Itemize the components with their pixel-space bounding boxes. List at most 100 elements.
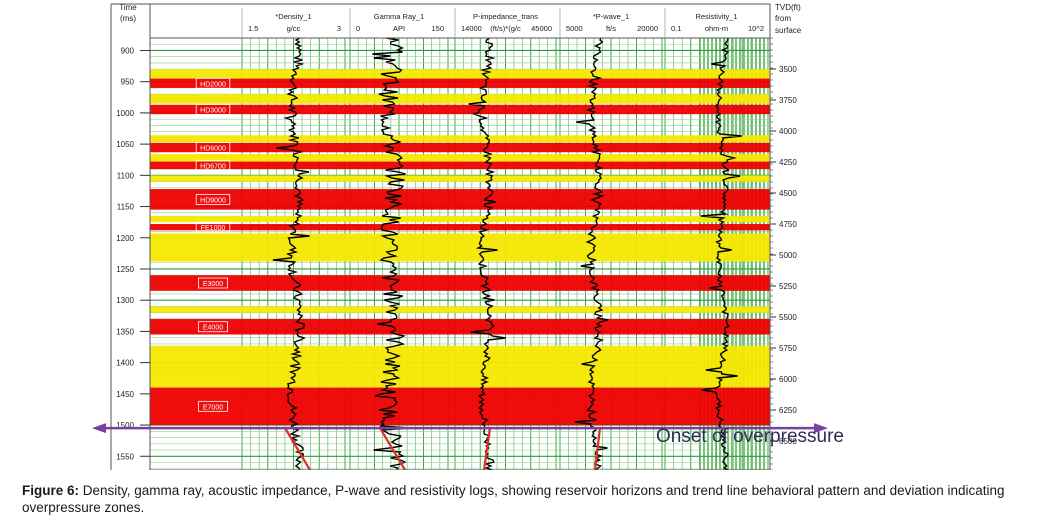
time-tick-label: 1000 <box>116 109 134 118</box>
horizon-label: E4000 <box>203 325 223 332</box>
horizon-label: E3000 <box>203 281 223 288</box>
track-unit: (ft/s)*(g/c <box>490 24 521 33</box>
horizon-band <box>150 104 770 115</box>
depth-tick-label: 5500 <box>779 313 797 322</box>
track-name: Gamma Ray_1 <box>374 12 424 21</box>
track-name: *P-wave_1 <box>593 12 629 21</box>
trend-lines <box>284 427 602 470</box>
horizon-label: HD6000 <box>200 146 226 153</box>
horizon-band <box>150 275 770 291</box>
depth-tick-label: 3500 <box>779 65 797 74</box>
time-tick-label: 1150 <box>117 203 135 212</box>
time-tick-label: 1050 <box>116 140 134 149</box>
track-unit: API <box>393 24 405 33</box>
figure-caption: Figure 6: Density, gamma ray, acoustic i… <box>22 482 1032 516</box>
track-scale-min: 5000 <box>566 24 583 33</box>
depth-tick-label: 4250 <box>779 158 797 167</box>
horizon-label-box <box>195 142 231 153</box>
horizon-bands: HD2000 HD3000 HD6000 HD6700 HD9000 FE1000 E300… <box>150 69 770 426</box>
horizon-label: E7000 <box>203 404 223 411</box>
time-axis-label: Time <box>119 3 137 12</box>
track-scale-min: 0.1 <box>671 24 681 33</box>
time-tick-label: 1400 <box>116 359 134 368</box>
track-unit: ohm-m <box>705 24 728 33</box>
track-scale-max: 3 <box>337 24 341 33</box>
trend-line <box>284 427 311 470</box>
depth-tick-label: 6500 <box>779 437 797 446</box>
overpressure-onset: Onset of overpressure <box>92 423 844 447</box>
horizon-band <box>150 345 770 388</box>
horizon-label: HD2000 <box>200 81 226 88</box>
horizon-label-box <box>195 104 231 115</box>
depth-tick-label: 5000 <box>779 251 797 260</box>
trend-line <box>379 427 406 470</box>
depth-tick-label: 4750 <box>779 220 797 229</box>
horizon-label-box <box>198 277 228 289</box>
track-unit: g/cc <box>287 24 301 33</box>
trend-line <box>593 427 602 470</box>
horizon-label: HD6700 <box>200 163 226 170</box>
caption-label: Figure 6: <box>22 483 80 498</box>
horizon-band <box>150 318 770 335</box>
track-scale-max: 20000 <box>637 24 658 33</box>
horizon-label: FE1000 <box>201 225 226 232</box>
horizon-label: HD3000 <box>200 107 226 114</box>
track-unit: ft/s <box>606 24 616 33</box>
horizon-label-box <box>195 77 231 89</box>
horizon-band <box>150 154 770 162</box>
track-scale-min: 14000 <box>461 24 482 33</box>
horizon-band <box>150 142 770 153</box>
depth-axis: TVD(ft) from surface 3500 3750 4000 4250 450… <box>770 3 802 470</box>
header-box <box>149 3 771 39</box>
horizon-band <box>150 387 770 426</box>
depth-axis-label: TVD(ft) <box>775 3 801 12</box>
time-tick-label: 1300 <box>116 296 134 305</box>
trend-line <box>482 427 492 470</box>
horizon-label-box <box>195 193 231 205</box>
time-tick-label: 1100 <box>117 171 135 180</box>
horizon-band <box>150 233 770 262</box>
time-axis: Time (ms) 900 950 1000 1050 1100 1150 1200 1250… <box>116 3 150 461</box>
horizon-band <box>150 189 770 210</box>
time-axis-unit: (ms) <box>120 14 136 23</box>
depth-axis-label-line2: from <box>775 14 791 23</box>
horizon-band <box>150 69 770 79</box>
time-tick-label: 1250 <box>116 265 134 274</box>
horizon-label-box <box>198 400 228 412</box>
log-curves <box>272 37 742 470</box>
time-tick-label: 1500 <box>116 421 134 430</box>
track-scale-max: 10^2 <box>748 24 764 33</box>
onset-arrowhead-left <box>92 423 106 434</box>
horizon-band <box>150 306 770 313</box>
depth-tick-label: 4000 <box>779 127 797 136</box>
log-curve <box>700 38 742 470</box>
track-headers: *Density_1 g/cc 1.5 3 Gamma Ray_1 API 0 150 P-im… <box>241 8 764 38</box>
depth-tick-label: 5750 <box>779 344 797 353</box>
horizon-label-box <box>198 321 228 333</box>
time-tick-label: 1200 <box>116 234 134 243</box>
track-scale-max: 45000 <box>531 24 552 33</box>
track-scale-max: 150 <box>431 24 444 33</box>
time-tick-label: 1550 <box>116 452 134 461</box>
track-name: *Density_1 <box>275 12 311 21</box>
horizon-band <box>150 215 770 223</box>
horizon-band <box>150 78 770 88</box>
horizon-band <box>150 161 770 170</box>
caption-text: Density, gamma ray, acoustic impedance, … <box>22 483 1005 515</box>
depth-tick-label: 5250 <box>779 282 797 291</box>
depth-tick-label: 4500 <box>779 189 797 198</box>
time-tick-label: 900 <box>121 46 135 55</box>
log-curve <box>272 37 310 470</box>
horizon-band <box>150 94 770 104</box>
well-log-figure: HD2000 HD3000 HD6000 HD6700 HD9000 FE1000 E300… <box>92 3 844 470</box>
time-tick-label: 1350 <box>116 327 134 336</box>
horizon-label: HD9000 <box>200 197 226 204</box>
horizon-band <box>150 135 770 143</box>
log-curve <box>372 37 411 470</box>
onset-arrowhead-right <box>814 423 828 434</box>
log-curve <box>468 37 506 470</box>
time-tick-label: 1450 <box>116 390 134 399</box>
depth-tick-label: 6250 <box>779 406 797 415</box>
track-scale-min: 0 <box>356 24 360 33</box>
horizon-band <box>150 175 770 182</box>
